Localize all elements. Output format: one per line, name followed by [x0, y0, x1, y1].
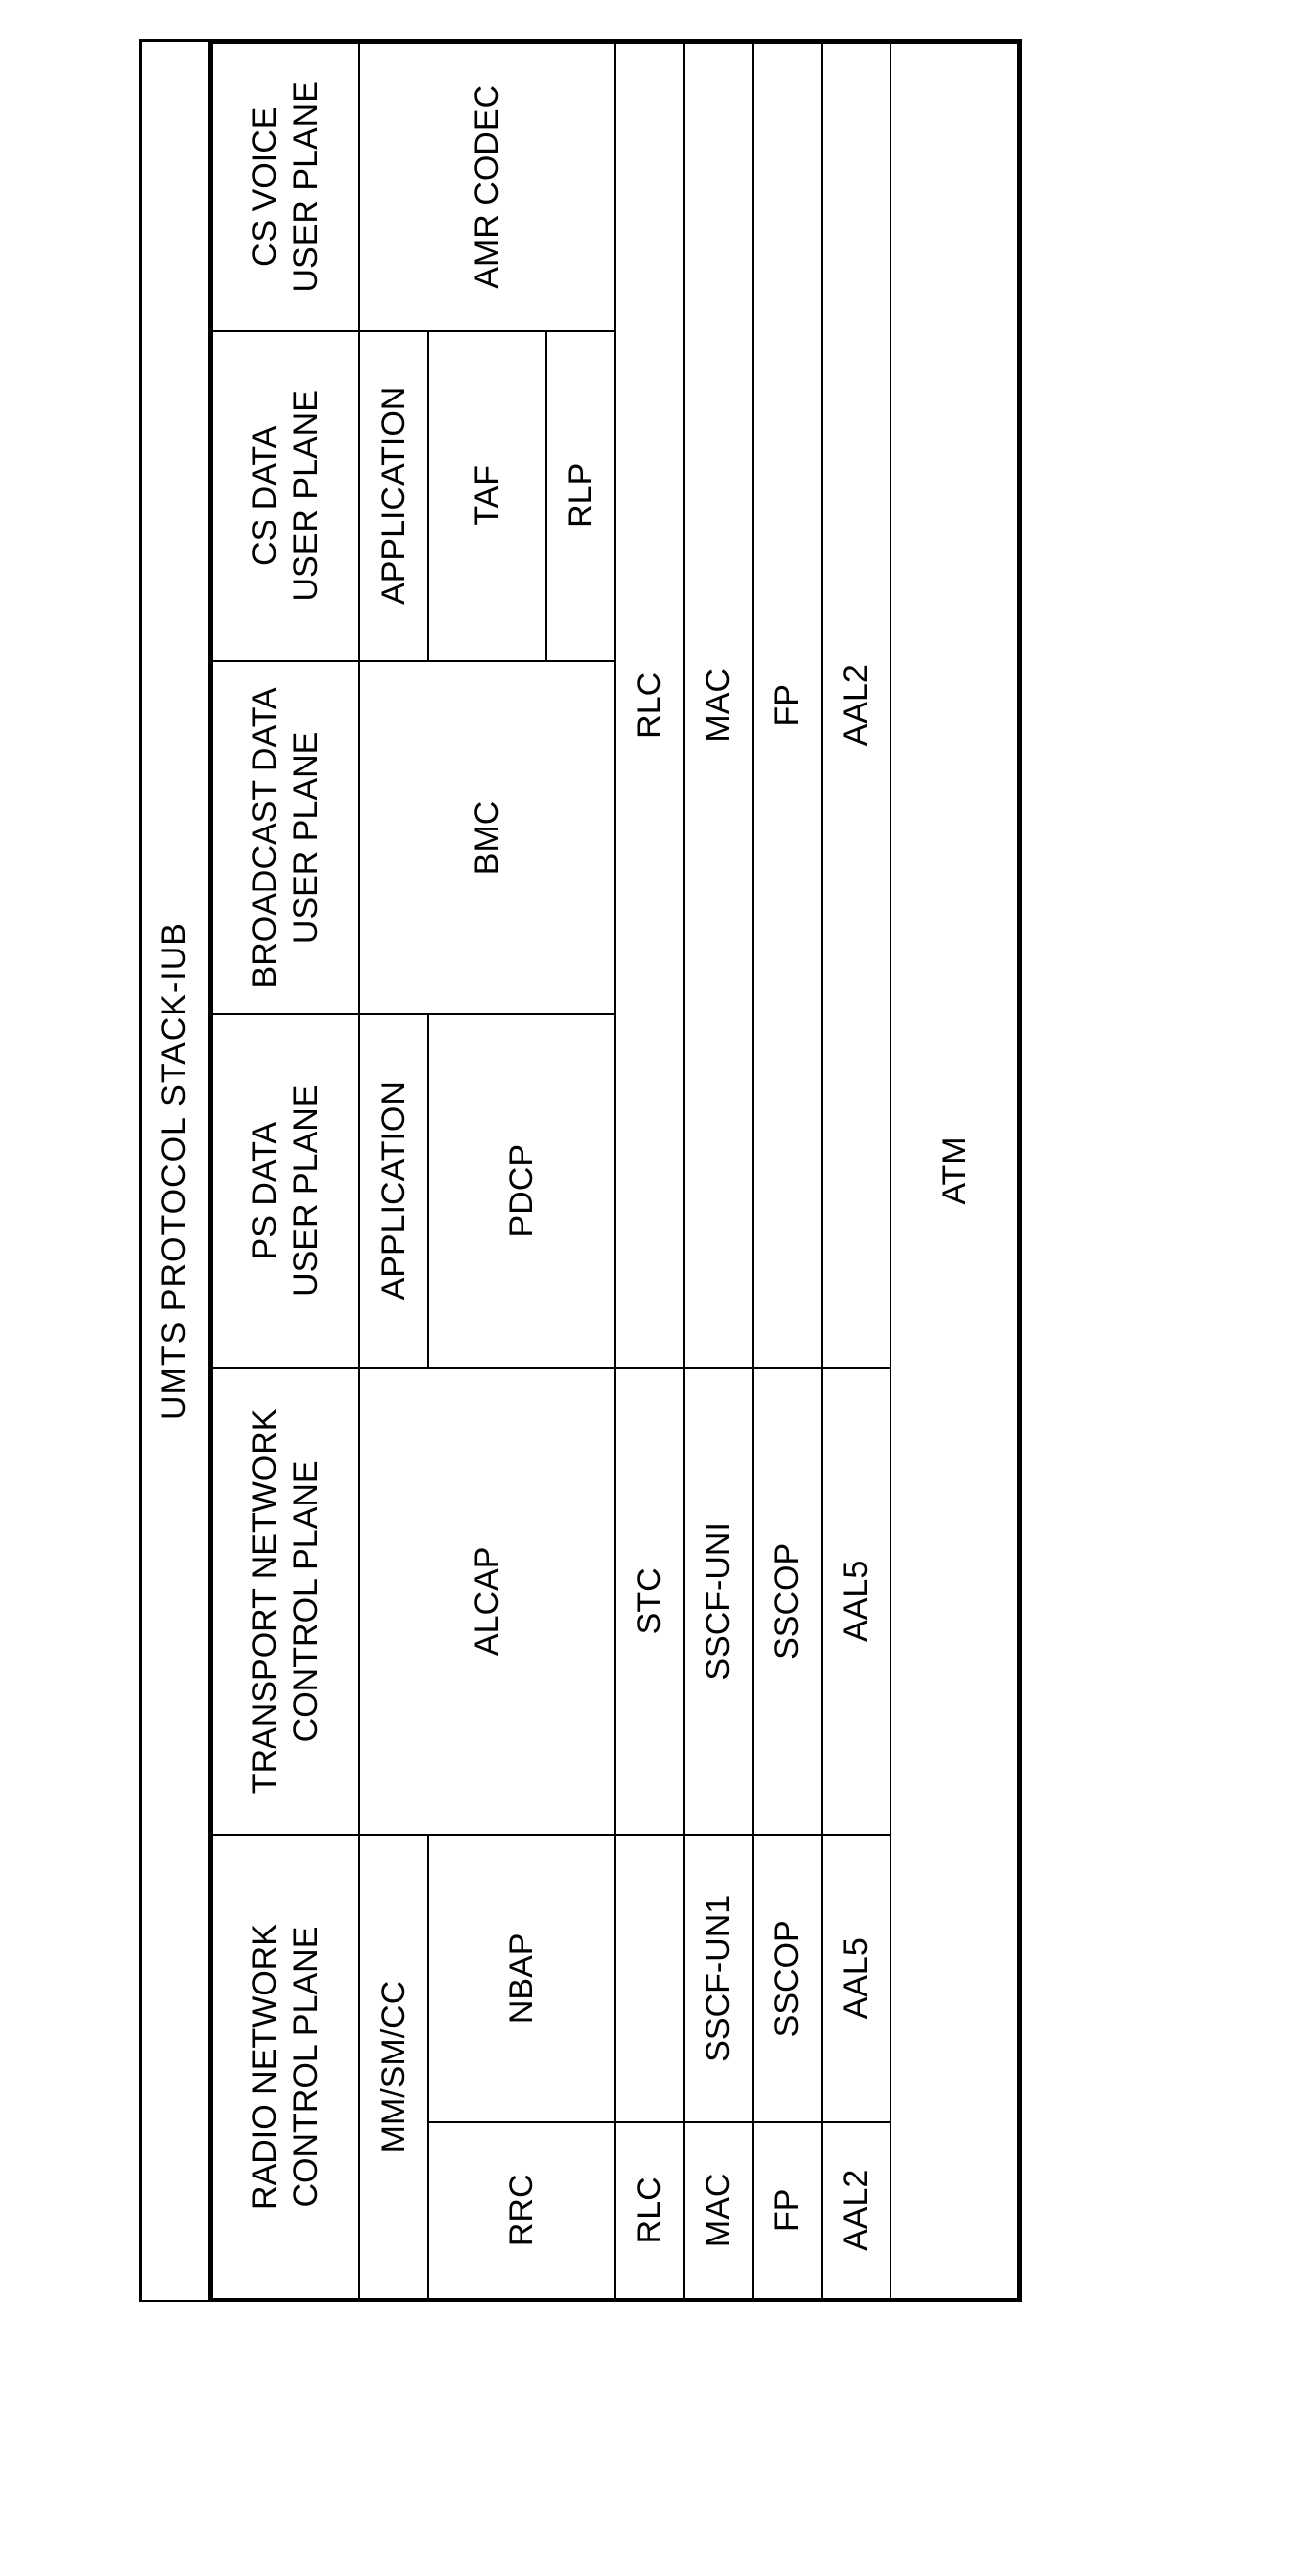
cell-rlc-wide: RLC: [615, 43, 684, 1368]
hdr-radio-network: RADIO NETWORKCONTROL PLANE: [212, 1835, 359, 2299]
cell-fp-left: FP: [753, 2122, 822, 2299]
hdr-transport-network: TRANSPORT NETWORKCONTROL PLANE: [212, 1368, 359, 1835]
cell-aal5-2: AAL5: [822, 1368, 891, 1835]
cell-aal2-left: AAL2: [822, 2122, 891, 2299]
row-mac: MAC SSCF-UN1SSCF-UNI MAC: [684, 43, 753, 2299]
cell-fp-wide: FP: [753, 43, 822, 1368]
row-rlc: RLC STC RLC: [615, 43, 684, 2299]
cell-amr-codec: AMR CODEC: [359, 43, 615, 331]
hdr-ps-data: PS DATAUSER PLANE: [212, 1014, 359, 1368]
cell-rrc: RRC: [428, 2122, 615, 2299]
cell-nbap: NBAP: [428, 1835, 615, 2122]
cell-csd-application: APPLICATION: [359, 331, 428, 661]
table-outer-border: UMTS PROTOCOL STACK-IUB RADIO NETWORKCON…: [139, 39, 1022, 2302]
figure-container: UMTS PROTOCOL STACK-IUB RADIO NETWORKCON…: [39, 39, 1290, 2302]
row-atm: ATM: [891, 43, 1018, 2299]
cell-sscop-1: SSCOP: [753, 1835, 822, 2122]
hdr-broadcast-data: BROADCAST DATAUSER PLANE: [212, 661, 359, 1014]
cell-mac-left: MAC: [684, 2122, 753, 2299]
cell-ps-application: APPLICATION: [359, 1014, 428, 1368]
cell-sscop-2: SSCOP: [753, 1368, 822, 1835]
header-row: RADIO NETWORKCONTROL PLANE TRANSPORT NET…: [212, 43, 359, 2299]
protocol-stack-table: UMTS PROTOCOL STACK-IUB RADIO NETWORKCON…: [39, 39, 1122, 2302]
cell-nbap-lower-empty: [615, 1835, 684, 2122]
figure-caption: FIG.2: [1277, 1025, 1290, 1215]
row-app: MM/SM/CC ALCAP APPLICATION BMC APPLICATI…: [359, 43, 428, 2299]
row-upper-mid: RRC NBAP PDCP TAF: [428, 43, 546, 2299]
cell-taf: TAF: [428, 331, 546, 661]
cell-sscf-un1: SSCF-UN1: [684, 1835, 753, 2122]
cell-mmsmcc: MM/SM/CC: [359, 1835, 428, 2299]
cell-aal5-1: AAL5: [822, 1835, 891, 2122]
hdr-cs-voice: CS VOICEUSER PLANE: [212, 43, 359, 331]
cell-sscf-uni: SSCF-UNI: [684, 1368, 753, 1835]
cell-alcap: ALCAP: [359, 1368, 615, 1835]
cell-rlp: RLP: [546, 331, 615, 661]
table-title: UMTS PROTOCOL STACK-IUB: [142, 42, 211, 2300]
hdr-cs-data: CS DATAUSER PLANE: [212, 331, 359, 661]
cell-bmc: BMC: [359, 661, 615, 1014]
cell-rlc-left: RLC: [615, 2122, 684, 2299]
protocol-grid: RADIO NETWORKCONTROL PLANE TRANSPORT NET…: [211, 42, 1019, 2300]
cell-stc: STC: [615, 1368, 684, 1835]
row-fp: FP SSCOPSSCOP FP: [753, 43, 822, 2299]
cell-mac-wide: MAC: [684, 43, 753, 1368]
cell-aal2-wide: AAL2: [822, 43, 891, 1368]
cell-atm: ATM: [891, 43, 1018, 2299]
row-aal: AAL2 AAL5AAL5 AAL2: [822, 43, 891, 2299]
cell-pdcp: PDCP: [428, 1014, 615, 1368]
